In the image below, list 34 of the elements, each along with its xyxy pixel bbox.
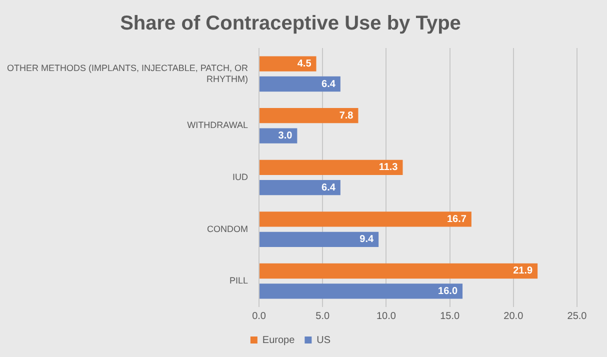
x-tick-label: 10.0	[376, 310, 396, 322]
data-label: 16.0	[438, 286, 458, 297]
data-label: 7.8	[339, 110, 354, 122]
data-label: 9.4	[360, 234, 374, 246]
bar	[260, 263, 538, 279]
x-tick-label: 0.0	[252, 310, 266, 322]
data-label: 16.7	[446, 214, 467, 225]
bar	[260, 212, 472, 227]
legend-label: US	[316, 334, 331, 346]
bar	[260, 232, 379, 247]
data-label: 3.0	[278, 130, 293, 142]
bar	[260, 76, 340, 92]
bar	[260, 180, 340, 196]
y-tick-label: OTHER METHODS (IMPLANTS, INJECTABLE, PATCH, OR RHYTHM)	[6, 62, 249, 84]
bar	[260, 284, 463, 299]
bar	[260, 128, 298, 144]
chart-title: Share of Contraceptive Use by Type	[120, 12, 461, 35]
bar	[260, 108, 358, 124]
bar	[260, 160, 403, 175]
data-label: 11.3	[378, 162, 398, 174]
y-tick-label: WITHDRAWAL	[187, 120, 248, 130]
x-tick-label: 5.0	[316, 310, 330, 322]
y-tick-label: CONDOM	[207, 224, 248, 234]
data-label: 4.5	[297, 58, 312, 70]
legend-label: Europe	[262, 334, 296, 346]
bar	[260, 56, 316, 72]
data-label: 6.4	[322, 78, 336, 90]
data-label: 21.9	[513, 266, 534, 277]
y-tick-label: PILL	[230, 276, 248, 286]
x-tick-label: 15.0	[440, 310, 460, 322]
x-tick-label: 20.0	[504, 310, 524, 322]
y-tick-label: IUD	[232, 172, 249, 182]
data-label: 6.4	[322, 182, 336, 194]
x-tick-label: 25.0	[567, 310, 588, 322]
